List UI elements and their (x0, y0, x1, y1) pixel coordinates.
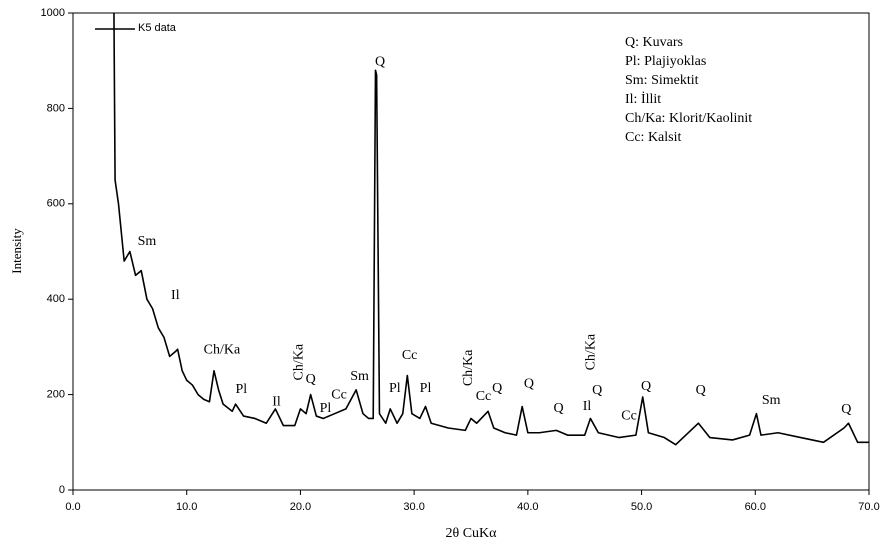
peak-annotation: Pl (320, 401, 332, 416)
peak-annotation: Il (171, 288, 180, 303)
peak-annotation: Sm (350, 369, 369, 384)
peak-annotation: Q (641, 379, 651, 394)
peak-annotation: Il (272, 394, 281, 409)
y-tick-label: 600 (47, 198, 65, 210)
peak-annotation: Q (375, 54, 385, 69)
y-axis-label: Intensity (9, 228, 24, 274)
legend-label: K5 data (138, 22, 177, 34)
x-tick-label: 10.0 (176, 501, 197, 513)
x-tick-label: 70.0 (858, 501, 879, 513)
peak-annotation: Q (696, 383, 706, 398)
legend-note: Ch/Ka: Klorit/Kaolinit (625, 111, 752, 126)
x-tick-label: 30.0 (403, 501, 424, 513)
data-line (113, 12, 869, 446)
plot-frame (72, 12, 870, 491)
peak-annotation: Sm (762, 393, 781, 408)
legend-note: Cc: Kalsit (625, 130, 681, 145)
legend-note: Sm: Simektit (625, 73, 699, 88)
peak-annotation: Ch/Ka (204, 342, 241, 357)
y-tick-label: 200 (47, 389, 65, 401)
peak-annotation: Q (592, 383, 602, 398)
x-tick-label: 50.0 (631, 501, 652, 513)
peak-annotation: Ch/Ka (292, 343, 307, 380)
peak-annotation: Pl (420, 381, 432, 396)
peak-annotation: Pl (389, 381, 401, 396)
peak-annotation: Q (524, 376, 534, 391)
y-tick-label: 0 (59, 484, 65, 496)
legend-note: Il: İllit (625, 91, 661, 107)
peak-annotation: Il (583, 399, 592, 414)
peak-annotation: Cc (621, 408, 637, 423)
peak-annotation: Q (553, 401, 563, 416)
peak-annotation: Q (841, 402, 851, 417)
peak-annotation: Q (306, 372, 316, 387)
y-tick-label: 800 (47, 102, 65, 114)
x-tick-label: 60.0 (745, 501, 766, 513)
y-tick-label: 400 (47, 293, 65, 305)
peak-annotation: Q (492, 381, 502, 396)
legend-note: Q: Kuvars (625, 35, 683, 50)
legend-note: Pl: Plajiyoklas (625, 54, 706, 69)
peak-annotation: Cc (476, 389, 492, 404)
x-tick-label: 20.0 (290, 501, 311, 513)
peak-annotation: Ch/Ka (584, 333, 599, 370)
peak-annotation: Pl (235, 382, 247, 397)
peak-annotation: Cc (331, 387, 347, 402)
y-tick-label: 1000 (41, 7, 65, 19)
x-axis-label: 2θ CuKα (446, 526, 498, 541)
x-tick-label: 0.0 (65, 501, 80, 513)
peak-annotation: Ch/Ka (461, 349, 476, 386)
peak-annotation: Cc (402, 348, 418, 363)
x-tick-label: 40.0 (517, 501, 538, 513)
peak-annotation: Sm (138, 234, 157, 249)
